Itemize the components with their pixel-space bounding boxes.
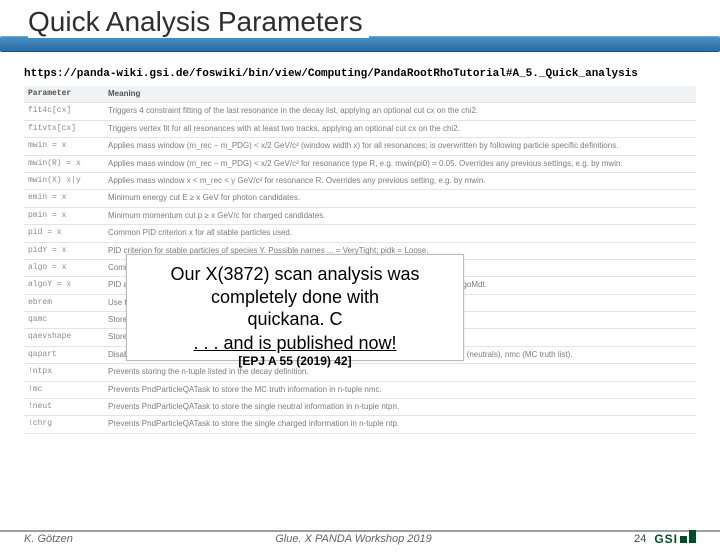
param-cell: fitvtx[cx]	[24, 120, 104, 137]
page-title: Quick Analysis Parameters	[28, 6, 369, 38]
meaning-cell: Triggers 4 constraint fitting of the las…	[104, 103, 696, 120]
meaning-cell: Common PID criterion x for all stable pa…	[104, 225, 696, 242]
param-cell: emin = x	[24, 190, 104, 207]
param-cell: qaevshape	[24, 329, 104, 346]
table-row: emin = xMinimum energy cut E ≥ x GeV for…	[24, 190, 696, 207]
meaning-cell: Prevents PndParticleQATask to store the …	[104, 381, 696, 398]
param-cell: !neut	[24, 399, 104, 416]
table-row: !neutPrevents PndParticleQATask to store…	[24, 399, 696, 416]
table-row: mwin(R) = xApplies mass window (m_rec − …	[24, 155, 696, 172]
param-cell: pid = x	[24, 225, 104, 242]
table-row: !chrgPrevents PndParticleQATask to store…	[24, 416, 696, 433]
param-cell: ebrem	[24, 294, 104, 311]
param-cell: !ntpx	[24, 364, 104, 381]
reference-text: [EPJ A 55 (2019) 42]	[126, 354, 464, 368]
meaning-cell: Applies mass window (m_rec − m_PDG) < x/…	[104, 155, 696, 172]
table-row: pid = xCommon PID criterion x for all st…	[24, 225, 696, 242]
param-cell: mwin(R) = x	[24, 155, 104, 172]
callout-line2: completely done with	[139, 286, 451, 309]
param-cell: !chrg	[24, 416, 104, 433]
footer-page-number: 24	[634, 533, 646, 545]
param-cell: mwin(X) x|y	[24, 172, 104, 189]
meaning-cell: Minimum energy cut E ≥ x GeV for photon …	[104, 190, 696, 207]
gsi-logo-square-icon	[689, 530, 696, 543]
table-row: mwin = xApplies mass window (m_rec − m_P…	[24, 138, 696, 155]
param-cell: fit4c[cx]	[24, 103, 104, 120]
table-row: fitvtx[cx]Triggers vertex fit for all re…	[24, 120, 696, 137]
param-cell: pmin = x	[24, 207, 104, 224]
param-cell: algo = x	[24, 259, 104, 276]
gsi-logo: GSI	[654, 532, 696, 546]
meaning-cell: Triggers vertex fit for all resonances w…	[104, 120, 696, 137]
footer: K. Götzen Glue. X PANDA Workshop 2019 24…	[0, 530, 720, 546]
header-meaning: Meaning	[104, 86, 696, 103]
callout-line1: Our X(3872) scan analysis was	[139, 263, 451, 286]
wiki-url: https://panda-wiki.gsi.de/foswiki/bin/vi…	[24, 68, 696, 80]
param-cell: !mc	[24, 381, 104, 398]
param-cell: pidY = x	[24, 242, 104, 259]
callout-line3: quickana. C	[139, 308, 451, 331]
meaning-cell: Applies mass window x < m_rec < y GeV/c²…	[104, 172, 696, 189]
callout-box: Our X(3872) scan analysis was completely…	[126, 254, 464, 361]
footer-conference: Glue. X PANDA Workshop 2019	[73, 533, 634, 545]
table-row: pmin = xMinimum momentum cut p ≥ x GeV/c…	[24, 207, 696, 224]
meaning-cell: Applies mass window (m_rec − m_PDG) < x/…	[104, 138, 696, 155]
param-cell: algoY = x	[24, 277, 104, 294]
table-row: !mcPrevents PndParticleQATask to store t…	[24, 381, 696, 398]
header-param: Parameter	[24, 86, 104, 103]
meaning-cell: Prevents PndParticleQATask to store the …	[104, 399, 696, 416]
table-row: fit4c[cx]Triggers 4 constraint fitting o…	[24, 103, 696, 120]
gsi-logo-square-icon	[680, 536, 687, 543]
table-row: mwin(X) x|yApplies mass window x < m_rec…	[24, 172, 696, 189]
table-header: Parameter Meaning	[24, 86, 696, 103]
param-cell: qapart	[24, 346, 104, 363]
meaning-cell: Minimum momentum cut p ≥ x GeV/c for cha…	[104, 207, 696, 224]
param-cell: mwin = x	[24, 138, 104, 155]
gsi-logo-text: GSI	[654, 532, 678, 546]
meaning-cell: Prevents PndParticleQATask to store the …	[104, 416, 696, 433]
callout-line4: . . . and is published now!	[139, 333, 451, 354]
param-cell: qamc	[24, 312, 104, 329]
footer-author: K. Götzen	[24, 533, 73, 545]
